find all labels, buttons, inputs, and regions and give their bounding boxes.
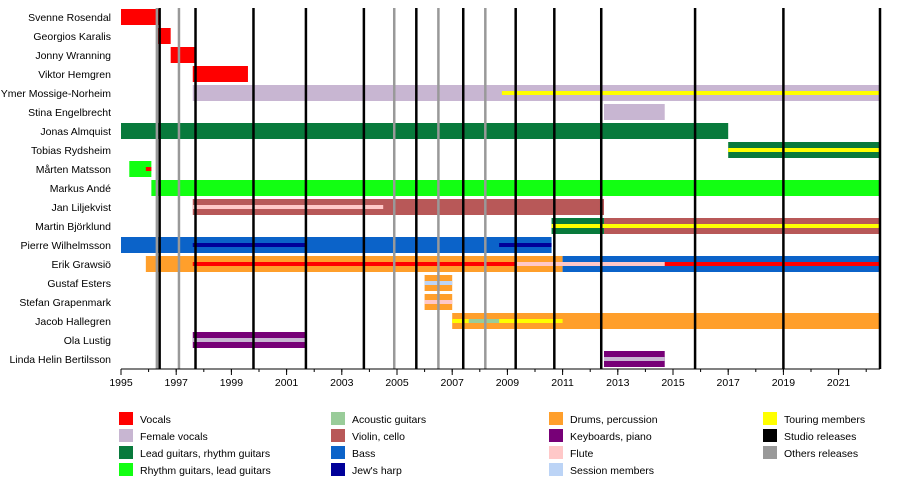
legend-swatch-lead_guitars	[119, 446, 133, 459]
x-tick-label: 2021	[827, 377, 851, 389]
member-name: Erik Grawsiö	[51, 259, 111, 271]
bar-drums	[452, 313, 880, 329]
member-name: Jonny Wranning	[35, 50, 111, 62]
release-lines	[155, 8, 882, 369]
legend-label: Session members	[570, 465, 654, 477]
x-tick-label: 2003	[330, 377, 354, 389]
overlay-female_vocals	[604, 357, 665, 361]
overlay-female_vocals	[192, 338, 306, 342]
legend-swatch-rhythm_guitars	[119, 463, 133, 476]
legend-swatch-studio	[763, 429, 777, 442]
legend: Vocals Female vocals Lead guitars, rhythm …	[119, 412, 865, 477]
overlay-touring	[452, 319, 563, 323]
legend-label: Acoustic guitars	[352, 414, 426, 426]
x-tick-label: 2013	[606, 377, 630, 389]
bar-female_vocals	[604, 104, 665, 120]
member-name: Jonas Almquist	[40, 126, 111, 138]
bar-bass	[121, 237, 552, 253]
legend-label: Vocals	[140, 414, 171, 426]
overlay-touring	[501, 91, 880, 95]
x-tick-label: 2011	[551, 377, 574, 389]
overlay-vocals	[145, 167, 152, 171]
legend-swatch-jews_harp	[331, 463, 345, 476]
legend-swatch-violin	[331, 429, 345, 442]
member-name: Viktor Hemgren	[38, 69, 111, 81]
member-names: Svenne Rosendal Georgios Karalis Jonny Wra…	[1, 12, 112, 366]
member-name: Martin Björklund	[35, 221, 111, 233]
bar-lead_guitars	[121, 123, 729, 139]
legend-label: Flute	[570, 448, 594, 460]
legend-label: Drums, percussion	[570, 414, 658, 426]
x-tick-label: 2007	[441, 377, 465, 389]
legend-label: Studio releases	[784, 431, 856, 443]
bar-rhythm_guitars	[129, 161, 152, 177]
overlay-touring	[551, 224, 880, 228]
legend-label: Lead guitars, rhythm guitars	[140, 448, 270, 460]
x-tick-label: 1999	[220, 377, 244, 389]
member-name: Markus Andé	[50, 183, 111, 195]
member-name: Stefan Grapenmark	[19, 297, 111, 309]
overlay-jews_harp	[499, 243, 552, 247]
legend-label: Keyboards, piano	[570, 431, 652, 443]
bar-vocals	[192, 66, 248, 82]
x-axis: 1995 1997 1999 2001 2003 2005 2007 2009 2011 2013…	[109, 368, 880, 389]
legend-label: Touring members	[784, 414, 865, 426]
bar-vocals	[121, 9, 160, 25]
overlay-flute	[515, 262, 665, 266]
overlay-touring	[728, 148, 880, 152]
member-name: Tobias Rydsheim	[31, 145, 111, 157]
legend-swatch-bass	[331, 446, 345, 459]
legend-swatch-vocals	[119, 412, 133, 425]
x-tick-label: 2019	[772, 377, 796, 389]
legend-swatch-acoustic	[331, 412, 345, 425]
x-tick-label: 1995	[109, 377, 133, 389]
member-name: Mårten Matsson	[36, 164, 111, 176]
legend-label: Jew's harp	[352, 465, 402, 477]
x-tick-label: 2005	[385, 377, 409, 389]
member-name: Jacob Hallegren	[35, 316, 111, 328]
legend-swatch-others	[763, 446, 777, 459]
overlay-acoustic	[468, 319, 500, 323]
legend-swatch-flute	[549, 446, 563, 459]
overlay-flute	[192, 205, 384, 209]
x-tick-label: 1997	[165, 377, 189, 389]
x-tick-label: 2017	[717, 377, 741, 389]
legend-swatch-session	[549, 463, 563, 476]
legend-label: Female vocals	[140, 431, 208, 443]
legend-label: Bass	[352, 448, 375, 460]
x-tick-label: 2001	[275, 377, 299, 389]
member-name: Stina Engelbrecht	[28, 107, 111, 119]
member-name: Ymer Mossige-Norheim	[1, 88, 112, 100]
legend-swatch-drums	[549, 412, 563, 425]
x-tick-label: 2009	[496, 377, 520, 389]
legend-label: Violin, cello	[352, 431, 405, 443]
bar-violin	[192, 199, 604, 215]
bar-vocals	[170, 47, 196, 63]
member-name: Ola Lustig	[64, 335, 111, 347]
member-bars	[121, 9, 881, 367]
member-name: Pierre Wilhelmsson	[21, 240, 112, 252]
legend-swatch-female_vocals	[119, 429, 133, 442]
overlay-jews_harp	[192, 243, 306, 247]
legend-swatch-keyboards	[549, 429, 563, 442]
member-name: Georgios Karalis	[33, 31, 111, 43]
x-tick-label: 2015	[661, 377, 685, 389]
legend-swatch-touring	[763, 412, 777, 425]
member-name: Svenne Rosendal	[28, 12, 111, 24]
member-name: Gustaf Esters	[47, 278, 111, 290]
legend-label: Rhythm guitars, lead guitars	[140, 465, 271, 477]
member-name: Linda Helin Bertilsson	[9, 354, 111, 366]
member-name: Jan Liljekvist	[51, 202, 111, 214]
legend-label: Others releases	[784, 448, 858, 460]
